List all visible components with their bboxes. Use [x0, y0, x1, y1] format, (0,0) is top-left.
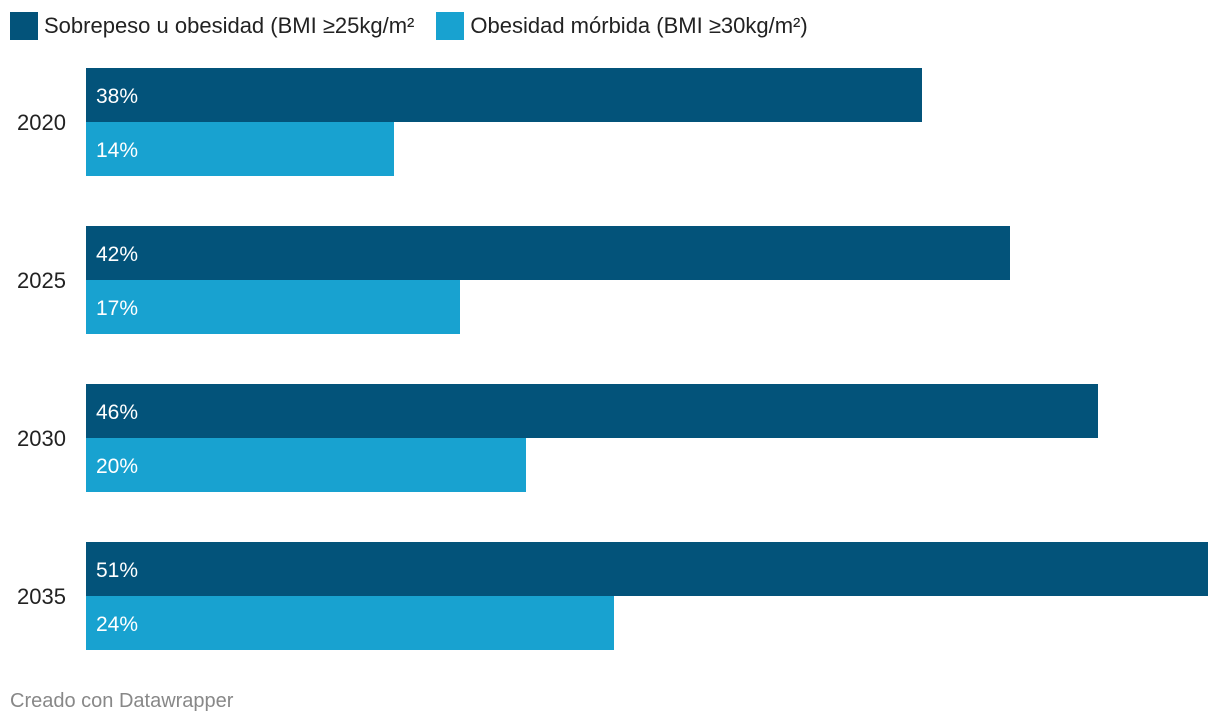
category-label-2035: 2035	[17, 584, 66, 609]
data-label-2030-series-2: 20%	[96, 455, 138, 478]
bar-2030-series-1	[86, 384, 1098, 438]
legend-item-series-1: Sobrepeso u obesidad (BMI ≥25kg/m²	[10, 12, 414, 40]
legend-label-series-1: Sobrepeso u obesidad (BMI ≥25kg/m²	[44, 13, 415, 38]
data-label-2025-series-2: 17%	[96, 297, 138, 320]
bar-chart: 2020 38% 14% 2025 42% 17% 2030 46% 20% 2035 51% 24%	[17, 68, 1208, 650]
data-label-2035-series-1: 51%	[96, 559, 138, 582]
data-label-2035-series-2: 24%	[96, 613, 138, 636]
bar-2020-series-2	[86, 122, 394, 176]
category-label-2025: 2025	[17, 268, 66, 293]
legend-swatch-series-2	[436, 12, 465, 40]
data-label-2030-series-1: 46%	[96, 401, 138, 424]
legend-label-series-2: Obesidad mórbida (BMI ≥30kg/m²)	[470, 13, 808, 38]
bar-2030-series-2	[86, 438, 526, 492]
legend-swatch-series-1	[10, 12, 38, 40]
footer-credit: Creado con Datawrapper	[10, 690, 234, 712]
data-label-2020-series-1: 38%	[96, 85, 138, 108]
legend-item-series-2: Obesidad mórbida (BMI ≥30kg/m²)	[436, 12, 808, 40]
bar-2025-series-1	[86, 226, 1010, 280]
category-label-2030: 2030	[17, 426, 66, 451]
bar-2020-series-1	[86, 68, 922, 122]
data-label-2020-series-2: 14%	[96, 139, 138, 162]
bar-2025-series-2	[86, 280, 460, 334]
bar-2035-series-2	[86, 596, 614, 650]
legend: Sobrepeso u obesidad (BMI ≥25kg/m² Obesi…	[10, 12, 830, 40]
category-label-2020: 2020	[17, 110, 66, 135]
bar-2035-series-1	[86, 542, 1208, 596]
data-label-2025-series-1: 42%	[96, 243, 138, 266]
